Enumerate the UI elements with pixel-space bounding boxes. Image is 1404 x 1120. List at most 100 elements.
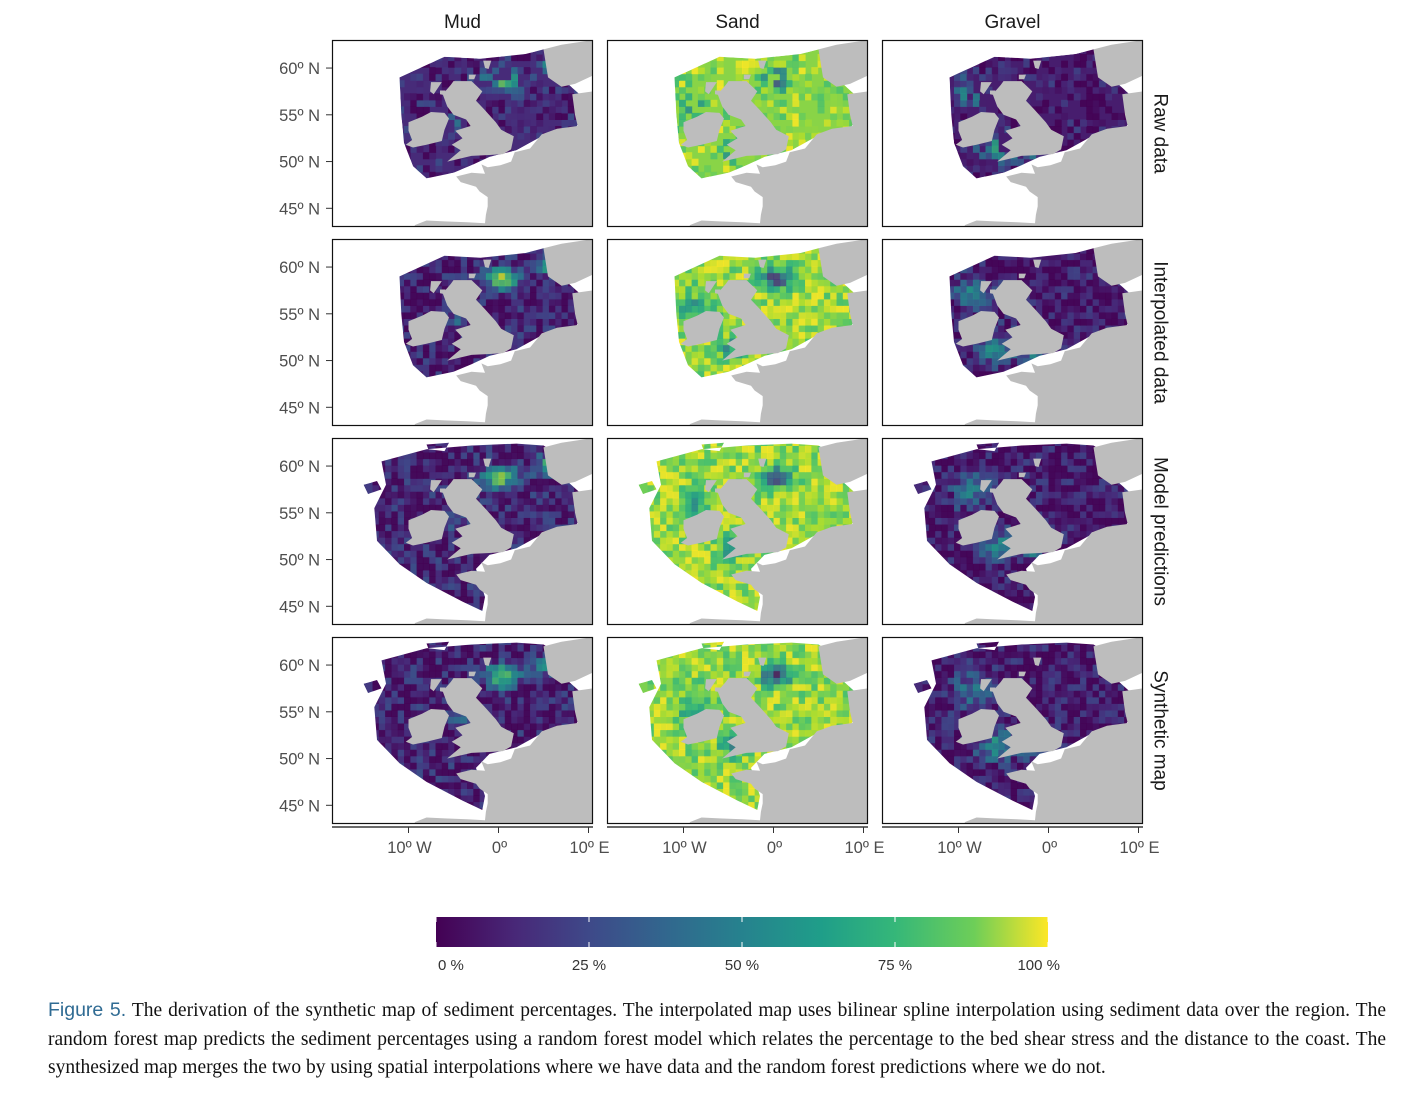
colorbar-tick-label: 0 % [438,957,464,974]
y-tick-label: 55º N [279,704,320,722]
figure-caption: Figure 5. The derivation of the syntheti… [48,996,1386,1083]
column-header-sand: Sand [715,12,759,33]
caption-label: Figure 5. [48,999,127,1021]
y-tick-label: 50º N [279,751,320,769]
land-shetland [1033,458,1042,467]
land-island [715,90,721,96]
axes: Mud Sand Gravel Raw data Interpolated data Mo… [279,12,1170,857]
column-header-gravel: Gravel [985,12,1041,33]
panel-border [881,437,1144,626]
row-label-1: Raw data [1150,93,1171,174]
panel-gravel-3 [881,437,1144,626]
land-island [980,679,992,692]
panel-border [331,437,594,626]
x-tick-label: 10º W [387,839,432,857]
panel-border [331,39,594,228]
land-island [990,488,996,494]
panel-border [606,39,869,228]
land-great-britain [992,280,1064,361]
land-ireland [680,510,724,546]
land-ireland [405,112,449,148]
colorbar-tick-label: 50 % [725,957,759,974]
land-shetland [483,259,492,268]
land-island [980,281,992,294]
land-shetland [758,60,767,69]
land-continent [964,239,1143,426]
y-tick-label: 55º N [279,107,320,125]
land-continent [964,637,1143,824]
colorbar-tick-label: 75 % [878,957,912,974]
land-continent [414,637,593,824]
panel-sand-1 [606,39,869,228]
land-shetland [1033,259,1042,268]
land-great-britain [717,479,789,560]
colorbar: 0 % 25 % 50 % 75 % 100 % [435,917,1060,974]
land-ireland [405,311,449,347]
land-shetland [1033,60,1042,69]
panel-mud-3 [331,437,594,626]
land-continent [689,637,868,824]
row-label-2: Interpolated data [1150,261,1171,404]
land-continent [689,239,868,426]
y-tick-label: 50º N [279,552,320,570]
column-header-mud: Mud [444,12,481,33]
panel-sand-2 [606,238,869,427]
y-tick-label: 45º N [279,200,320,218]
land-ireland [680,311,724,347]
land-shetland [758,259,767,268]
land-ireland [955,510,999,546]
panel-border [881,238,1144,427]
land-island [743,671,751,677]
land-island [715,289,721,295]
land-shetland [483,60,492,69]
land-island [1018,273,1026,279]
land-island [990,289,996,295]
x-tick-label: 10º E [1120,839,1160,857]
land-island [440,289,446,295]
land-island [990,90,996,96]
x-tick-label: 10º E [570,839,610,857]
panel-mud-1 [331,39,594,228]
land-island [440,488,446,494]
land-island [430,281,442,294]
land-island [440,90,446,96]
land-ireland [680,112,724,148]
land-island [980,480,992,493]
land-shetland [758,458,767,467]
land-great-britain [992,479,1064,560]
y-tick-label: 60º N [279,60,320,78]
land-continent [689,438,868,625]
panel-border [331,636,594,825]
land-island [715,488,721,494]
land-continent [414,239,593,426]
land-island [1018,472,1026,478]
panel-border [606,636,869,825]
y-tick-label: 55º N [279,505,320,523]
y-tick-label: 50º N [279,154,320,172]
y-tick-label: 60º N [279,458,320,476]
y-tick-label: 45º N [279,399,320,417]
land-island [468,671,476,677]
x-tick-label: 0º [767,839,782,857]
land-great-britain [717,81,789,162]
x-tick-label: 0º [492,839,507,857]
land-great-britain [442,280,514,361]
land-island [430,679,442,692]
y-tick-label: 60º N [279,657,320,675]
panel-gravel-1 [881,39,1144,228]
land-island [743,273,751,279]
land-continent [689,40,868,227]
land-ireland [955,112,999,148]
x-tick-label: 10º W [662,839,707,857]
y-tick-label: 45º N [279,598,320,616]
land-island [468,472,476,478]
land-island [705,281,717,294]
land-great-britain [992,678,1064,759]
land-great-britain [992,81,1064,162]
land-island [1018,74,1026,80]
y-tick-label: 50º N [279,353,320,371]
land-shetland [483,458,492,467]
map-panels [331,39,1144,825]
land-island [1018,671,1026,677]
